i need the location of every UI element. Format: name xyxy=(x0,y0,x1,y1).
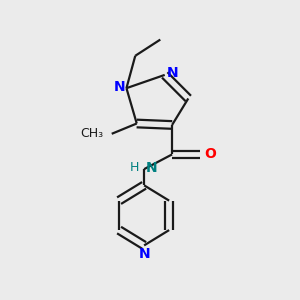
Text: N: N xyxy=(166,66,178,80)
Text: N: N xyxy=(146,161,157,175)
Text: O: O xyxy=(205,147,216,161)
Text: N: N xyxy=(113,80,125,94)
Text: CH₃: CH₃ xyxy=(80,127,103,140)
Text: H: H xyxy=(129,161,139,174)
Text: N: N xyxy=(138,247,150,261)
